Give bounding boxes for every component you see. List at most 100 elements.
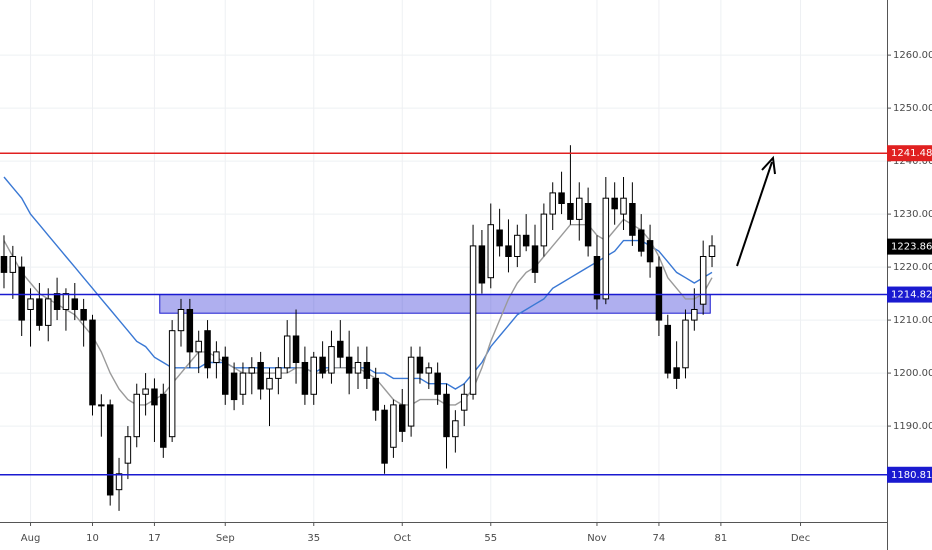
x-tick-label: Sep xyxy=(216,533,235,544)
y-tick-label: 1220.000 xyxy=(893,262,932,273)
candle-body xyxy=(584,203,592,247)
candle-body xyxy=(691,308,698,321)
candle-body xyxy=(620,197,627,215)
candle-body xyxy=(319,356,326,374)
candle-body xyxy=(115,473,123,491)
candle-body xyxy=(239,372,247,395)
candle-body xyxy=(80,308,87,321)
candle-body xyxy=(593,255,601,300)
candle-body xyxy=(390,404,397,448)
candle-body xyxy=(381,409,388,464)
candle-body xyxy=(36,298,43,326)
candle-body xyxy=(372,377,379,411)
candle-body xyxy=(177,308,185,332)
candle-body xyxy=(576,197,583,220)
candle-body xyxy=(425,367,433,374)
level-label-box xyxy=(887,286,932,303)
candle-body xyxy=(204,330,211,369)
candle-body xyxy=(363,361,371,379)
candle-body xyxy=(531,245,539,273)
candle-body xyxy=(522,234,530,247)
candle-body xyxy=(460,393,468,411)
y-tick-label: 1250.000 xyxy=(893,103,932,114)
x-tick-label: 74 xyxy=(653,533,666,544)
y-tick-label: 1190.000 xyxy=(893,421,932,432)
level-label: 1241.489 xyxy=(891,148,932,159)
candle-body xyxy=(655,266,663,321)
x-tick-label: 17 xyxy=(148,533,161,544)
candle-body xyxy=(124,436,132,464)
candle-body xyxy=(230,372,238,401)
candle-body xyxy=(0,255,8,273)
y-tick-label: 1260.000 xyxy=(893,50,932,61)
level-label: 1214.820 xyxy=(891,290,932,301)
candle-body xyxy=(9,255,17,273)
y-tick-label: 1240.000 xyxy=(893,156,932,167)
candle-body xyxy=(337,340,344,358)
candle-body xyxy=(487,224,495,279)
candle-body xyxy=(27,298,34,310)
candle-body xyxy=(283,335,291,369)
level-label-box xyxy=(887,466,932,483)
y-tick-label: 1230.000 xyxy=(893,209,932,220)
x-tick-label: 81 xyxy=(715,533,728,544)
last-price-label: 1223.867 xyxy=(891,242,932,253)
candle-body xyxy=(62,293,70,310)
candle-body xyxy=(266,377,273,390)
candle-body xyxy=(257,361,264,390)
candle-body xyxy=(160,393,167,448)
grid xyxy=(0,0,887,522)
x-tick-label: 55 xyxy=(484,533,497,544)
support-zone xyxy=(159,294,711,314)
candle-body xyxy=(434,372,441,395)
candle-body xyxy=(646,240,654,263)
x-tick-label: Oct xyxy=(394,533,411,544)
candle-body xyxy=(664,324,672,374)
candle-body xyxy=(222,356,229,395)
x-tick-label: 35 xyxy=(307,533,320,544)
candle-body xyxy=(399,404,406,432)
candle-body xyxy=(133,393,140,438)
candle-body xyxy=(186,308,194,353)
candle-body xyxy=(673,367,680,379)
x-tick-label: Dec xyxy=(791,533,810,544)
candle-body xyxy=(168,330,176,438)
candle-body xyxy=(89,319,96,406)
candle-body xyxy=(452,420,459,438)
plot-area xyxy=(0,145,887,511)
y-tick-label: 1200.000 xyxy=(893,368,932,379)
candle-body xyxy=(301,361,309,395)
candle-body xyxy=(558,192,565,205)
x-tick-label: Nov xyxy=(587,533,607,544)
arrow-annotation xyxy=(736,155,776,267)
candle-body xyxy=(549,192,556,215)
candle-body xyxy=(407,356,415,427)
candle-body xyxy=(637,229,645,252)
candle-body xyxy=(213,351,220,363)
candle-body xyxy=(443,393,450,438)
candle-body xyxy=(708,245,716,257)
x-tick-label: Aug xyxy=(21,533,41,544)
x-tick-label: 10 xyxy=(86,533,99,544)
candle-body xyxy=(18,266,25,321)
candle-body xyxy=(275,367,282,379)
candle-body xyxy=(567,203,574,220)
candle-body xyxy=(98,404,105,407)
candle-body xyxy=(195,340,202,353)
candle-body xyxy=(682,319,689,369)
axes: 1190.000 1200.000 1210.000 1220.000 1230.000… xyxy=(21,50,932,544)
candle-body xyxy=(416,356,424,374)
candle-body xyxy=(292,335,300,363)
candle-body xyxy=(602,197,610,300)
candle-body xyxy=(611,197,618,210)
candle-body xyxy=(478,245,486,284)
candle-body xyxy=(354,361,362,374)
y-tick-label: 1210.000 xyxy=(893,315,932,326)
candle-body xyxy=(345,356,353,374)
candle-body xyxy=(469,245,477,395)
candle-body xyxy=(248,367,256,374)
candle-body xyxy=(106,404,114,496)
candle-body xyxy=(44,298,52,326)
